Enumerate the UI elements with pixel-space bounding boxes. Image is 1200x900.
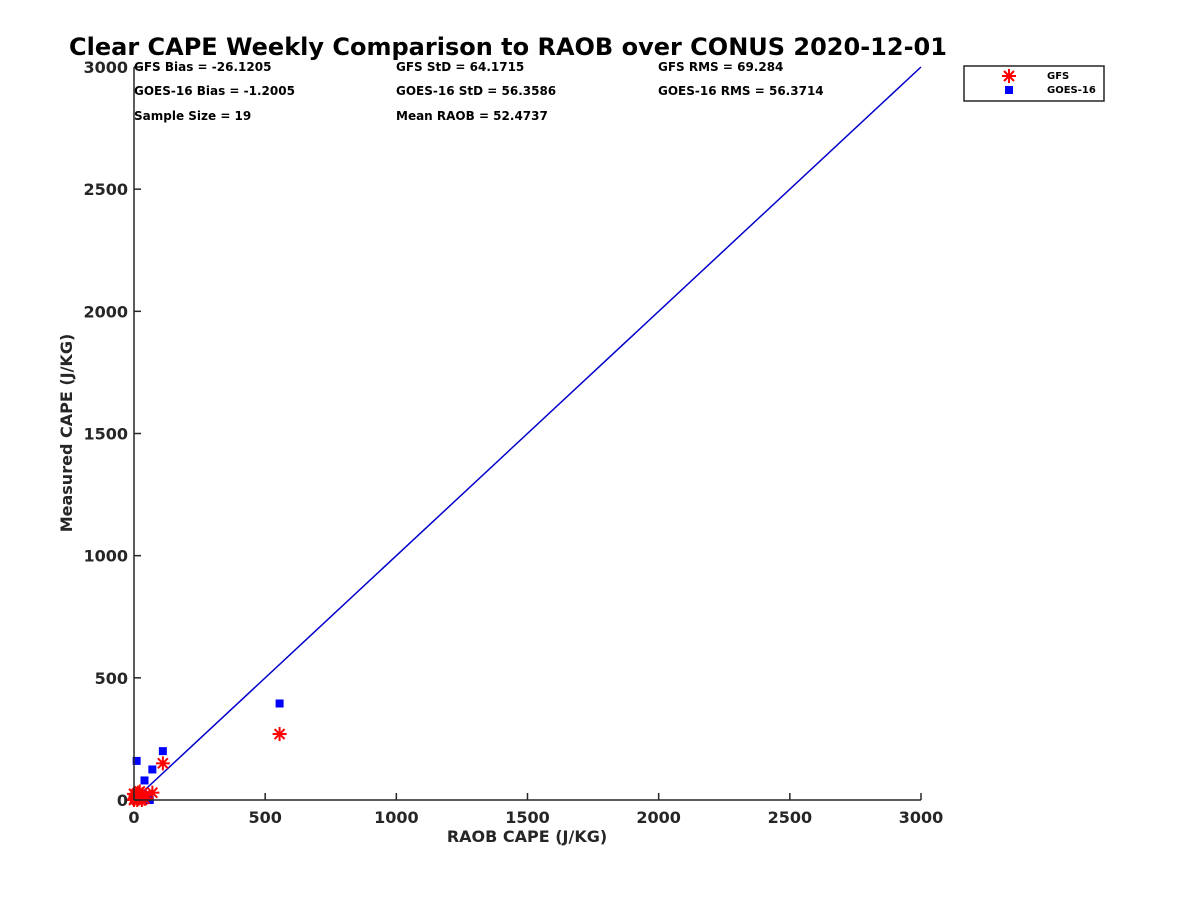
stat-annotation: GOES-16 RMS = 56.3714 xyxy=(658,84,824,98)
y-tick-label: 2000 xyxy=(83,302,128,321)
y-tick-label: 2500 xyxy=(83,180,128,199)
x-tick-label: 500 xyxy=(248,808,281,827)
x-tick-label: 3000 xyxy=(899,808,944,827)
stat-annotation: Mean RAOB = 52.4737 xyxy=(396,109,548,123)
legend-gfs-label: GFS xyxy=(1047,71,1069,82)
y-tick-label: 3000 xyxy=(83,58,128,77)
one-to-one-line xyxy=(133,66,922,801)
y-axis-label: Measured CAPE (J/KG) xyxy=(57,334,76,533)
goes16-point xyxy=(148,765,157,774)
stat-annotation: GOES-16 StD = 56.3586 xyxy=(396,84,556,98)
x-tick-label: 2000 xyxy=(636,808,681,827)
gfs-point xyxy=(155,756,170,771)
legend-box xyxy=(963,65,1105,102)
goes16-point xyxy=(275,699,284,708)
x-axis-label: RAOB CAPE (J/KG) xyxy=(447,827,607,846)
y-tick-label: 500 xyxy=(95,669,128,688)
legend-goes16-marker-icon xyxy=(1005,86,1013,94)
y-tick-label: 0 xyxy=(117,791,128,810)
plot-area xyxy=(127,66,922,807)
stat-annotation: GFS StD = 64.1715 xyxy=(396,60,524,74)
gfs-point xyxy=(145,785,160,800)
legend-gfs-marker-icon xyxy=(1002,69,1016,83)
gfs-point xyxy=(272,727,287,742)
x-tick-label: 0 xyxy=(128,808,139,827)
stat-annotation: Sample Size = 19 xyxy=(134,109,251,123)
goes16-point xyxy=(158,747,167,756)
stat-annotation: GFS Bias = -26.1205 xyxy=(134,60,271,74)
chart-title: Clear CAPE Weekly Comparison to RAOB ove… xyxy=(69,33,947,61)
x-tick-label: 1500 xyxy=(505,808,550,827)
stat-annotation: GOES-16 Bias = -1.2005 xyxy=(134,84,295,98)
legend-goes16-label: GOES-16 xyxy=(1047,85,1096,96)
goes16-point xyxy=(140,776,149,785)
legend: GFS GOES-16 xyxy=(963,65,1105,102)
goes16-point xyxy=(132,756,141,765)
stat-annotation: GFS RMS = 69.284 xyxy=(658,60,783,74)
y-tick-label: 1500 xyxy=(83,425,128,444)
x-tick-label: 1000 xyxy=(374,808,419,827)
x-tick-label: 2500 xyxy=(768,808,813,827)
y-tick-label: 1000 xyxy=(83,547,128,566)
statistics-block: GFS Bias = -26.1205 GFS StD = 64.1715 GFS … xyxy=(134,60,824,123)
